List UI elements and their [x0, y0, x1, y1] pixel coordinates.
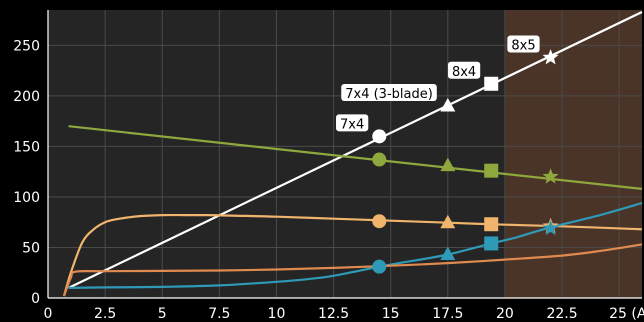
series-line-4: [62, 243, 643, 297]
label-layer: 7x4 7x4 (3-blade) 8x4 8x5: [336, 35, 540, 132]
triangle-marker: [440, 214, 456, 229]
square-marker: [484, 76, 499, 91]
circle-marker: [372, 259, 387, 274]
x-tick-label: 22.5: [546, 306, 577, 322]
circle-marker: [372, 129, 387, 144]
x-tick-label: 2.5: [94, 306, 116, 322]
y-tick-label: 200: [13, 89, 40, 105]
triangle-marker: [440, 246, 456, 261]
x-tick-label: 5: [158, 306, 167, 322]
grid-layer: [48, 10, 642, 298]
point-label-text: 7x4: [340, 117, 364, 132]
series-line-2: [62, 213, 643, 297]
point-label-box: [507, 35, 540, 53]
square-marker: [484, 217, 499, 232]
x-tick-label: 25 (A): [609, 306, 644, 322]
x-tick-label: 17.5: [432, 306, 463, 322]
square-marker: [484, 236, 499, 251]
x-tick-label: 0: [44, 306, 53, 322]
series-line-1: [68, 125, 643, 190]
y-tick-label: 100: [13, 190, 40, 206]
star-marker: [542, 168, 559, 184]
x-tick-label: 15: [382, 306, 400, 322]
x-tick-label: 7.5: [208, 306, 230, 322]
point-label-text: 8x4: [452, 65, 476, 80]
triangle-marker: [440, 157, 456, 172]
point-label-box: [336, 114, 369, 132]
triangle-marker: [440, 98, 456, 112]
y-tick-label: 150: [13, 139, 40, 155]
tick-layer: 0 2.5 5 7.5 10 12.5 15 17.5 20 22.5 25 (A) 0 50 100 15…: [13, 38, 644, 322]
point-label: 7x4 (3-blade): [341, 84, 437, 102]
x-tick-label: 12.5: [318, 306, 349, 322]
point-label-text: 7x4 (3-blade): [345, 87, 433, 102]
circle-marker: [372, 152, 387, 167]
star-marker: [542, 219, 559, 236]
y-tick-label: 50: [22, 240, 40, 256]
y-tick-label: 250: [13, 38, 40, 54]
square-marker: [484, 163, 499, 178]
marker-layer: [372, 49, 559, 274]
point-label: 7x4: [336, 114, 369, 132]
x-tick-label: 20: [496, 306, 514, 322]
point-label: 8x4: [447, 61, 481, 80]
point-label-box: [447, 61, 481, 79]
point-label-box: [341, 84, 437, 101]
axis-layer: [47, 10, 642, 299]
point-label-text: 8x5: [511, 38, 535, 53]
point-label: 8x5: [507, 35, 540, 53]
star-marker: [542, 49, 559, 65]
x-tick-label: 10: [268, 306, 286, 322]
y-tick-label: 0: [31, 291, 40, 307]
circle-marker: [372, 214, 387, 229]
